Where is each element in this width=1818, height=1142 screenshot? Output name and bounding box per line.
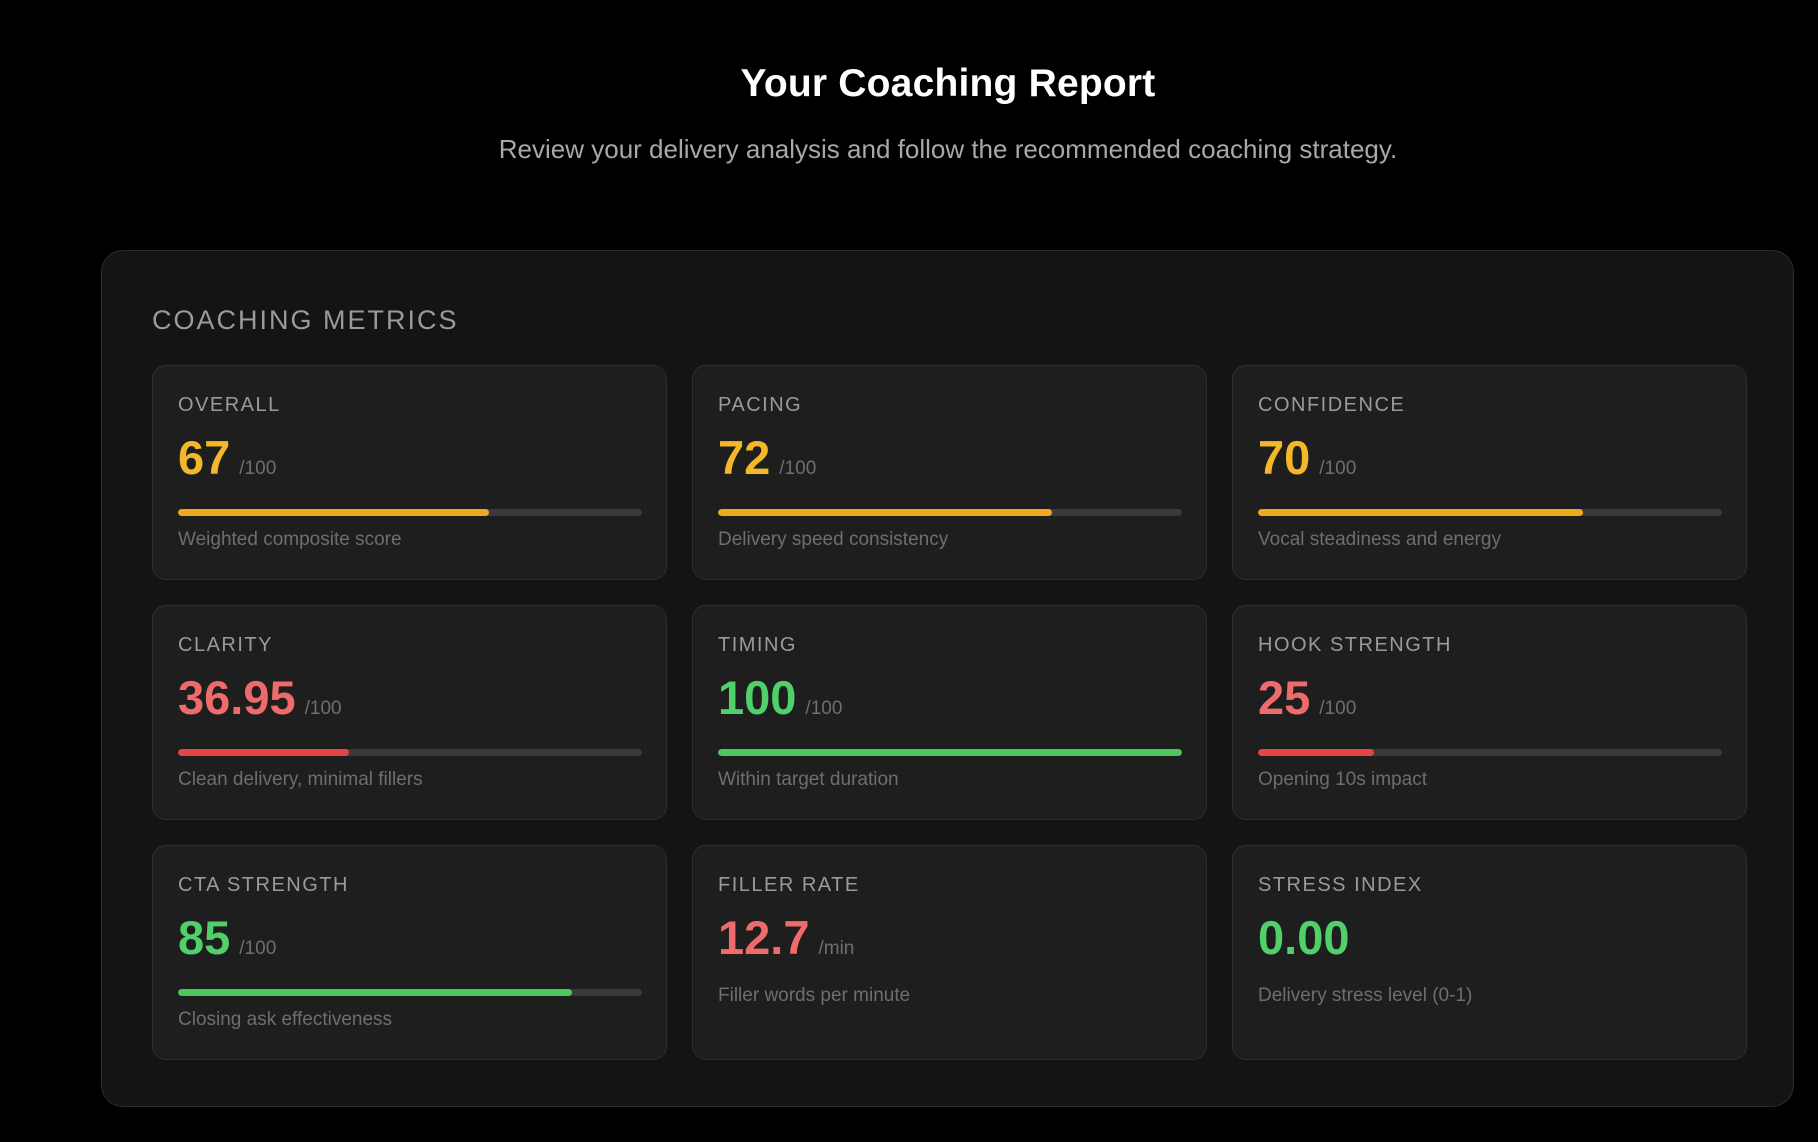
metric-value: 12.7 (718, 911, 810, 964)
metric-value: 100 (718, 671, 797, 724)
metric-card-filler-rate: FILLER RATE 12.7 /min Filler words per m… (692, 845, 1207, 1060)
progress-track (1258, 749, 1722, 756)
metric-description: Closing ask effectiveness (178, 1009, 393, 1030)
metric-description: Opening 10s impact (1258, 769, 1427, 790)
coaching-metrics-panel: COACHING METRICS OVERALL 67 /100 Weighte… (101, 250, 1794, 1107)
metric-description: Vocal steadiness and energy (1258, 529, 1501, 550)
metric-value-row: 67 /100 (178, 434, 276, 481)
metric-card-overall: OVERALL 67 /100 Weighted composite score (152, 365, 667, 580)
metric-unit: /100 (1319, 698, 1357, 719)
metric-unit: /100 (805, 698, 843, 719)
metric-unit: /100 (1319, 458, 1357, 479)
metric-value-row: 100 /100 (718, 674, 842, 721)
metric-label: CTA STRENGTH (178, 874, 349, 896)
panel-title: COACHING METRICS (152, 305, 459, 335)
progress-fill (178, 749, 350, 756)
metric-value-row: 36.95 /100 (178, 674, 342, 721)
metric-value: 72 (718, 431, 771, 484)
metric-value-row: 72 /100 (718, 434, 816, 481)
metric-label: PACING (718, 394, 803, 416)
metric-label: CLARITY (178, 634, 273, 656)
metric-value-row: 70 /100 (1258, 434, 1356, 481)
progress-fill (1258, 509, 1583, 516)
metric-card-stress-index: STRESS INDEX 0.00 Delivery stress level … (1232, 845, 1747, 1060)
metric-unit: /100 (239, 938, 277, 959)
metric-value: 0.00 (1258, 911, 1350, 964)
progress-track (718, 509, 1182, 516)
metric-card-hook-strength: HOOK STRENGTH 25 /100 Opening 10s impact (1232, 605, 1747, 820)
metric-label: CONFIDENCE (1258, 394, 1406, 416)
metric-unit: /100 (304, 698, 342, 719)
metric-description: Delivery speed consistency (718, 529, 949, 550)
metric-unit: /100 (779, 458, 817, 479)
progress-track (178, 749, 642, 756)
metrics-grid: OVERALL 67 /100 Weighted composite score… (152, 365, 1748, 1060)
metric-unit: /100 (239, 458, 277, 479)
metric-unit: /min (818, 938, 855, 959)
progress-fill (718, 749, 1182, 756)
metric-value: 25 (1258, 671, 1311, 724)
metric-card-clarity: CLARITY 36.95 /100 Clean delivery, minim… (152, 605, 667, 820)
metric-value: 67 (178, 431, 231, 484)
page-title: Your Coaching Report (740, 62, 1156, 105)
metric-value-row: 12.7 /min (718, 914, 854, 961)
progress-fill (718, 509, 1053, 516)
metric-card-timing: TIMING 100 /100 Within target duration (692, 605, 1207, 820)
metric-value: 85 (178, 911, 231, 964)
progress-track (1258, 509, 1722, 516)
metric-value: 36.95 (178, 671, 296, 724)
progress-track (178, 989, 642, 996)
page-subtitle: Review your delivery analysis and follow… (498, 134, 1398, 164)
metric-card-confidence: CONFIDENCE 70 /100 Vocal steadiness and … (1232, 365, 1747, 580)
metric-label: FILLER RATE (718, 874, 860, 896)
metric-description: Within target duration (718, 769, 899, 790)
progress-track (718, 749, 1182, 756)
metric-label: HOOK STRENGTH (1258, 634, 1452, 656)
metric-label: TIMING (718, 634, 797, 656)
metric-card-pacing: PACING 72 /100 Delivery speed consistenc… (692, 365, 1207, 580)
metric-card-cta-strength: CTA STRENGTH 85 /100 Closing ask effecti… (152, 845, 667, 1060)
metric-value: 70 (1258, 431, 1311, 484)
progress-fill (1258, 749, 1374, 756)
metric-description: Delivery stress level (0-1) (1258, 985, 1473, 1006)
progress-track (178, 509, 642, 516)
metric-description: Clean delivery, minimal fillers (178, 769, 423, 790)
metric-value-row: 85 /100 (178, 914, 276, 961)
progress-fill (178, 509, 489, 516)
metric-label: STRESS INDEX (1258, 874, 1423, 896)
metric-description: Filler words per minute (718, 985, 911, 1006)
metric-description: Weighted composite score (178, 529, 402, 550)
progress-fill (178, 989, 573, 996)
metric-value-row: 25 /100 (1258, 674, 1356, 721)
metric-value-row: 0.00 (1258, 914, 1349, 961)
metric-label: OVERALL (178, 394, 281, 416)
